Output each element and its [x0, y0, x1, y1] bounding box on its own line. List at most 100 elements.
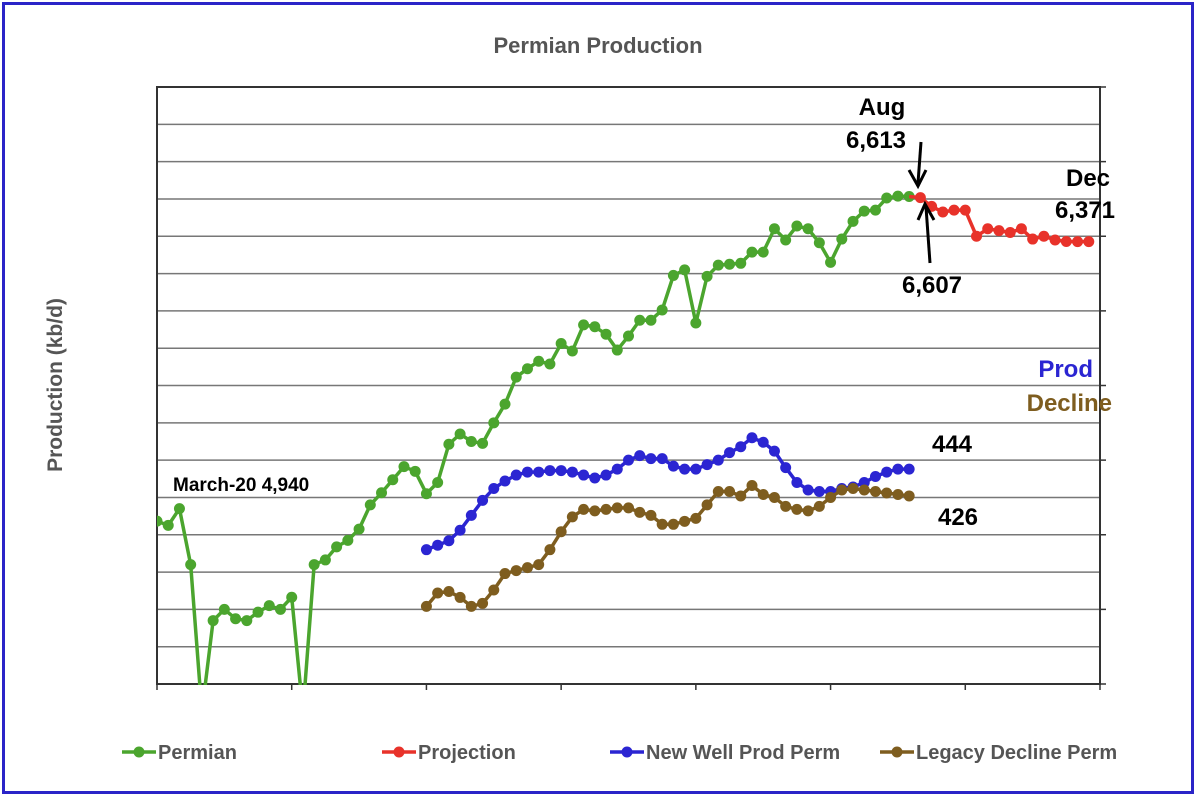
- legend-label: Permian: [158, 742, 237, 764]
- data-point-new-well-prod-perm: [533, 466, 545, 478]
- data-point-new-well-prod-perm: [768, 445, 780, 457]
- data-point-legacy-decline-perm: [623, 502, 634, 514]
- data-point-new-well-prod-perm: [903, 463, 915, 475]
- data-point-new-well-prod-perm: [881, 466, 893, 478]
- legend-marker: [891, 746, 903, 758]
- data-point-permian: [566, 345, 578, 357]
- legend-item-new-well-prod-perm: New Well Prod Perm: [610, 742, 840, 764]
- data-point-new-well-prod-perm: [712, 454, 724, 466]
- data-point-permian: [656, 304, 668, 316]
- data-point-permian: [207, 615, 219, 627]
- data-point-legacy-decline-perm: [488, 584, 500, 596]
- arrow-down-icon: [907, 141, 928, 190]
- arrow-up-icon: [916, 200, 936, 264]
- data-point-legacy-decline-perm: [802, 505, 814, 517]
- data-point-permian: [196, 706, 207, 717]
- data-point-projection: [914, 192, 926, 204]
- data-point-permian: [387, 474, 399, 486]
- annotation-aug-value: 6,613: [846, 127, 906, 154]
- data-point-legacy-decline-perm: [813, 500, 825, 512]
- data-point-permian: [780, 234, 792, 246]
- data-point-permian: [768, 223, 780, 235]
- data-point-new-well-prod-perm: [724, 447, 736, 459]
- data-point-permian: [364, 499, 376, 511]
- data-point-permian: [185, 559, 197, 571]
- data-point-legacy-decline-perm: [555, 526, 567, 538]
- annotation-decline-end: 426: [938, 504, 978, 531]
- data-point-legacy-decline-perm: [892, 488, 904, 500]
- data-point-new-well-prod-perm: [499, 475, 511, 487]
- data-point-permian: [836, 233, 848, 245]
- data-point-new-well-prod-perm: [443, 535, 455, 547]
- data-point-permian: [465, 435, 477, 447]
- data-point-permian: [667, 269, 679, 281]
- data-point-legacy-decline-perm: [881, 487, 893, 499]
- data-point-new-well-prod-perm: [623, 454, 634, 466]
- data-point-permian: [690, 317, 702, 329]
- data-point-new-well-prod-perm: [432, 539, 444, 551]
- data-point-permian: [173, 503, 185, 515]
- data-point-new-well-prod-perm: [813, 485, 825, 497]
- data-point-new-well-prod-perm: [757, 436, 769, 448]
- data-point-new-well-prod-perm: [454, 524, 466, 536]
- data-point-legacy-decline-perm: [477, 597, 489, 609]
- data-point-permian: [432, 477, 444, 489]
- data-point-permian: [679, 264, 691, 276]
- data-point-legacy-decline-perm: [578, 503, 590, 515]
- data-point-permian: [353, 523, 365, 535]
- data-point-legacy-decline-perm: [869, 485, 881, 497]
- data-point-permian: [735, 257, 747, 269]
- data-point-permian: [409, 465, 421, 477]
- data-point-legacy-decline-perm: [690, 512, 702, 524]
- data-point-permian: [645, 314, 657, 326]
- data-point-permian: [297, 706, 308, 717]
- data-point-new-well-prod-perm: [645, 453, 657, 465]
- data-point-permian: [420, 488, 432, 500]
- data-point-legacy-decline-perm: [589, 505, 601, 517]
- data-point-new-well-prod-perm: [510, 469, 522, 481]
- data-point-legacy-decline-perm: [847, 482, 859, 494]
- data-point-new-well-prod-perm: [634, 450, 646, 462]
- data-point-permian: [813, 237, 825, 249]
- data-point-permian: [398, 461, 410, 473]
- data-point-permian: [589, 321, 601, 333]
- data-point-legacy-decline-perm: [825, 491, 837, 503]
- data-point-legacy-decline-perm: [544, 544, 556, 556]
- data-point-new-well-prod-perm: [544, 465, 556, 477]
- data-point-permian: [555, 338, 567, 350]
- data-point-new-well-prod-perm: [521, 466, 533, 478]
- data-point-projection: [971, 230, 983, 242]
- data-point-new-well-prod-perm: [746, 432, 758, 444]
- data-point-legacy-decline-perm: [679, 515, 691, 527]
- data-point-legacy-decline-perm: [667, 518, 679, 530]
- data-point-new-well-prod-perm: [656, 453, 668, 465]
- data-point-projection: [948, 204, 960, 216]
- data-point-new-well-prod-perm: [488, 482, 500, 494]
- data-point-projection: [959, 204, 971, 216]
- data-point-legacy-decline-perm: [903, 490, 915, 502]
- data-point-permian: [791, 220, 803, 232]
- data-point-legacy-decline-perm: [836, 484, 848, 496]
- data-point-projection: [993, 225, 1005, 237]
- data-point-projection: [982, 223, 994, 235]
- data-point-permian: [858, 205, 870, 217]
- data-point-new-well-prod-perm: [679, 463, 691, 475]
- data-point-legacy-decline-perm: [724, 485, 736, 497]
- data-point-new-well-prod-perm: [555, 465, 567, 477]
- data-point-legacy-decline-perm: [712, 485, 724, 497]
- data-point-permian: [252, 606, 264, 618]
- data-point-permian: [454, 428, 466, 440]
- data-point-permian: [376, 487, 388, 499]
- data-point-permian: [724, 258, 736, 270]
- data-point-legacy-decline-perm: [780, 500, 792, 512]
- data-point-legacy-decline-perm: [858, 484, 870, 496]
- data-point-permian: [342, 534, 354, 546]
- data-point-new-well-prod-perm: [892, 463, 904, 475]
- data-point-legacy-decline-perm: [600, 503, 612, 515]
- data-point-new-well-prod-perm: [566, 466, 578, 478]
- legend-item-legacy-decline-perm: Legacy Decline Perm: [880, 742, 1117, 764]
- data-point-permian: [578, 319, 590, 331]
- data-point-permian: [286, 591, 298, 603]
- data-point-legacy-decline-perm: [645, 509, 657, 521]
